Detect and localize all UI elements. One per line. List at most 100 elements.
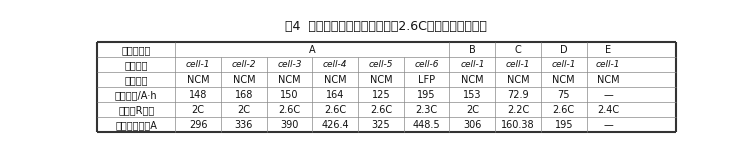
Text: 153: 153	[463, 90, 482, 100]
Bar	[312, 102, 358, 117]
Bar	[175, 42, 449, 57]
Bar	[541, 42, 587, 57]
Bar	[97, 57, 175, 72]
Bar	[358, 72, 404, 87]
Text: 448.5: 448.5	[413, 120, 440, 130]
Text: 2.2C: 2.2C	[507, 105, 529, 115]
Bar	[358, 57, 404, 72]
Text: cell-6: cell-6	[415, 60, 439, 69]
Bar	[221, 117, 267, 132]
Text: 168: 168	[234, 90, 253, 100]
Bar	[267, 72, 312, 87]
Text: A: A	[309, 45, 316, 55]
Text: cell-1: cell-1	[551, 60, 576, 69]
Bar	[541, 117, 587, 132]
Text: NCM: NCM	[324, 75, 347, 85]
Text: 125: 125	[372, 90, 391, 100]
Bar	[541, 102, 587, 117]
Bar	[449, 87, 495, 102]
Bar	[587, 87, 630, 102]
Bar	[175, 87, 221, 102]
Text: B: B	[469, 45, 476, 55]
Bar	[541, 72, 587, 87]
Text: cell-1: cell-1	[186, 60, 210, 69]
Text: C: C	[515, 45, 522, 55]
Bar	[404, 102, 449, 117]
Bar	[587, 57, 630, 72]
Text: 75: 75	[557, 90, 570, 100]
Bar	[221, 102, 267, 117]
Text: 426.4: 426.4	[321, 120, 349, 130]
Text: 2.6C: 2.6C	[324, 105, 346, 115]
Bar	[404, 72, 449, 87]
Bar	[312, 57, 358, 72]
Text: 150: 150	[280, 90, 299, 100]
Bar	[97, 72, 175, 87]
Bar	[267, 102, 312, 117]
Text: 2C: 2C	[192, 105, 204, 115]
Text: 2.4C: 2.4C	[597, 105, 619, 115]
Text: cell-1: cell-1	[596, 60, 621, 69]
Bar	[267, 87, 312, 102]
Text: 296: 296	[188, 120, 207, 130]
Bar	[404, 87, 449, 102]
Text: 表4  电池供应商规划中充电倍率2.6C以下快充电芯资源: 表4 电池供应商规划中充电倍率2.6C以下快充电芯资源	[286, 20, 487, 33]
Text: cell-1: cell-1	[460, 60, 485, 69]
Text: —: —	[603, 90, 613, 100]
Bar	[495, 87, 541, 102]
Bar	[495, 117, 541, 132]
Bar	[404, 57, 449, 72]
Text: 164: 164	[326, 90, 345, 100]
Bar	[358, 87, 404, 102]
Bar	[175, 102, 221, 117]
Text: NCM: NCM	[187, 75, 210, 85]
Bar	[449, 57, 495, 72]
Text: 2.6C: 2.6C	[278, 105, 301, 115]
Text: 325: 325	[372, 120, 391, 130]
Text: cell-1: cell-1	[506, 60, 530, 69]
Text: 电芯编号: 电芯编号	[124, 60, 148, 70]
Bar	[175, 57, 221, 72]
Bar	[358, 102, 404, 117]
Text: 电池供应商: 电池供应商	[121, 45, 151, 55]
Bar	[449, 42, 495, 57]
Text: D: D	[560, 45, 568, 55]
Bar	[587, 42, 630, 57]
Bar	[587, 102, 630, 117]
Bar	[495, 72, 541, 87]
Text: 2.6C: 2.6C	[553, 105, 575, 115]
Text: NCM: NCM	[278, 75, 301, 85]
Bar	[175, 72, 221, 87]
Text: 336: 336	[234, 120, 253, 130]
Text: 306: 306	[463, 120, 482, 130]
Bar	[541, 87, 587, 102]
Bar	[449, 72, 495, 87]
Bar	[541, 57, 587, 72]
Bar	[267, 117, 312, 132]
Text: E: E	[605, 45, 611, 55]
Text: 195: 195	[418, 90, 436, 100]
Bar	[97, 102, 175, 117]
Text: 390: 390	[280, 120, 299, 130]
Bar	[449, 102, 495, 117]
Bar	[312, 72, 358, 87]
Bar	[495, 102, 541, 117]
Bar	[221, 57, 267, 72]
Bar	[495, 57, 541, 72]
Text: NCM: NCM	[232, 75, 255, 85]
Text: 最大快R能力: 最大快R能力	[118, 105, 155, 115]
Text: 160.38: 160.38	[501, 120, 535, 130]
Bar	[97, 87, 175, 102]
Bar	[404, 117, 449, 132]
Text: —: —	[603, 120, 613, 130]
Text: 体系材料: 体系材料	[124, 75, 148, 85]
Text: cell-2: cell-2	[231, 60, 256, 69]
Text: NCM: NCM	[369, 75, 392, 85]
Bar	[175, 117, 221, 132]
Text: 195: 195	[554, 120, 573, 130]
Text: 148: 148	[189, 90, 207, 100]
Bar	[358, 117, 404, 132]
Text: LFP: LFP	[418, 75, 435, 85]
Text: 2.3C: 2.3C	[415, 105, 437, 115]
Bar	[221, 72, 267, 87]
